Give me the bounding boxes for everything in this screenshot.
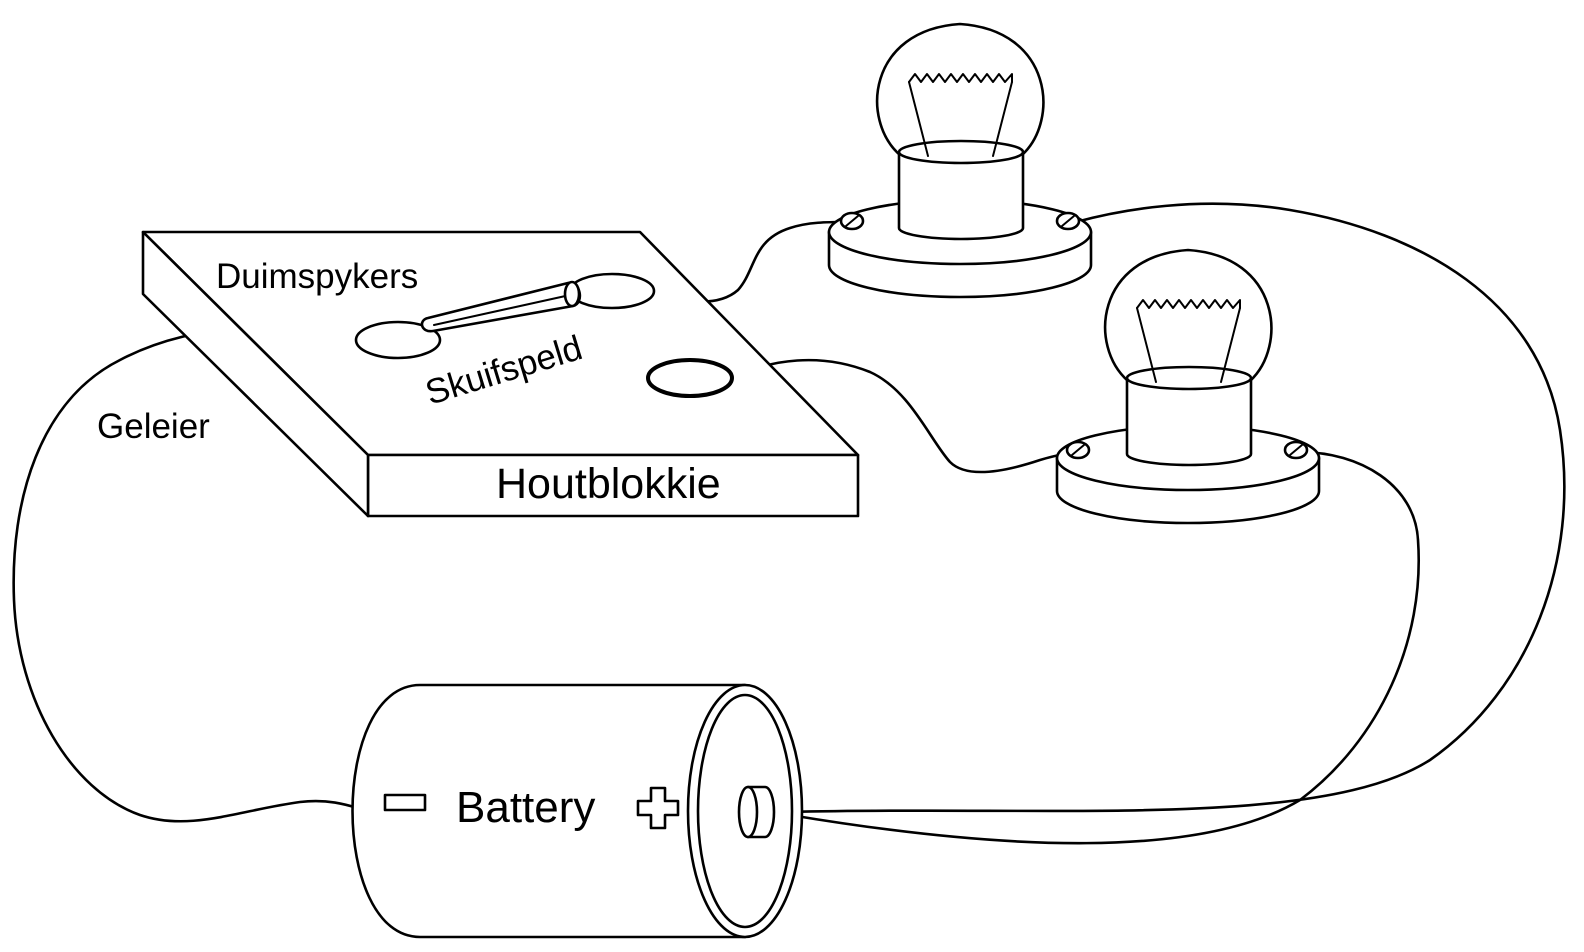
thumbtack-right: [568, 272, 656, 310]
safety-pin: [420, 280, 582, 333]
bulb-2-socket: [1125, 378, 1253, 467]
wire-label: Geleier: [97, 407, 210, 446]
bulb-1-glass: [875, 22, 1045, 157]
thumbtack-left: [354, 320, 442, 360]
wire-bulb1-to-battery: [788, 202, 1566, 814]
switch-parts: [354, 272, 734, 398]
battery: [351, 683, 804, 939]
battery-terminal: [737, 785, 776, 839]
bulb-2-screw-left: [1065, 440, 1091, 460]
plus-icon: [636, 786, 680, 830]
bulb-1-socket: [897, 152, 1025, 241]
battery-body: [351, 683, 747, 939]
wood-block: [141, 230, 860, 518]
thumbtack-lower: [646, 358, 734, 398]
bulb-1-screw-left: [839, 211, 865, 231]
battery-label: Battery: [456, 783, 595, 832]
wire-bulb2-to-battery: [788, 450, 1420, 845]
bulb-1-screw-right: [1055, 211, 1081, 231]
bulb-2: [1055, 248, 1321, 525]
wire-tack-to-bulb2: [736, 358, 1087, 474]
minus-icon: [383, 793, 427, 812]
wire-left: [12, 326, 374, 823]
bulb-1: [827, 22, 1093, 299]
wires: [12, 202, 1566, 845]
thumbtacks-label: Duimspykers: [216, 257, 418, 296]
bulb-2-screw-right: [1283, 440, 1309, 460]
bulb-2-glass: [1103, 248, 1273, 383]
wood-block-label: Houtblokkie: [496, 460, 721, 508]
